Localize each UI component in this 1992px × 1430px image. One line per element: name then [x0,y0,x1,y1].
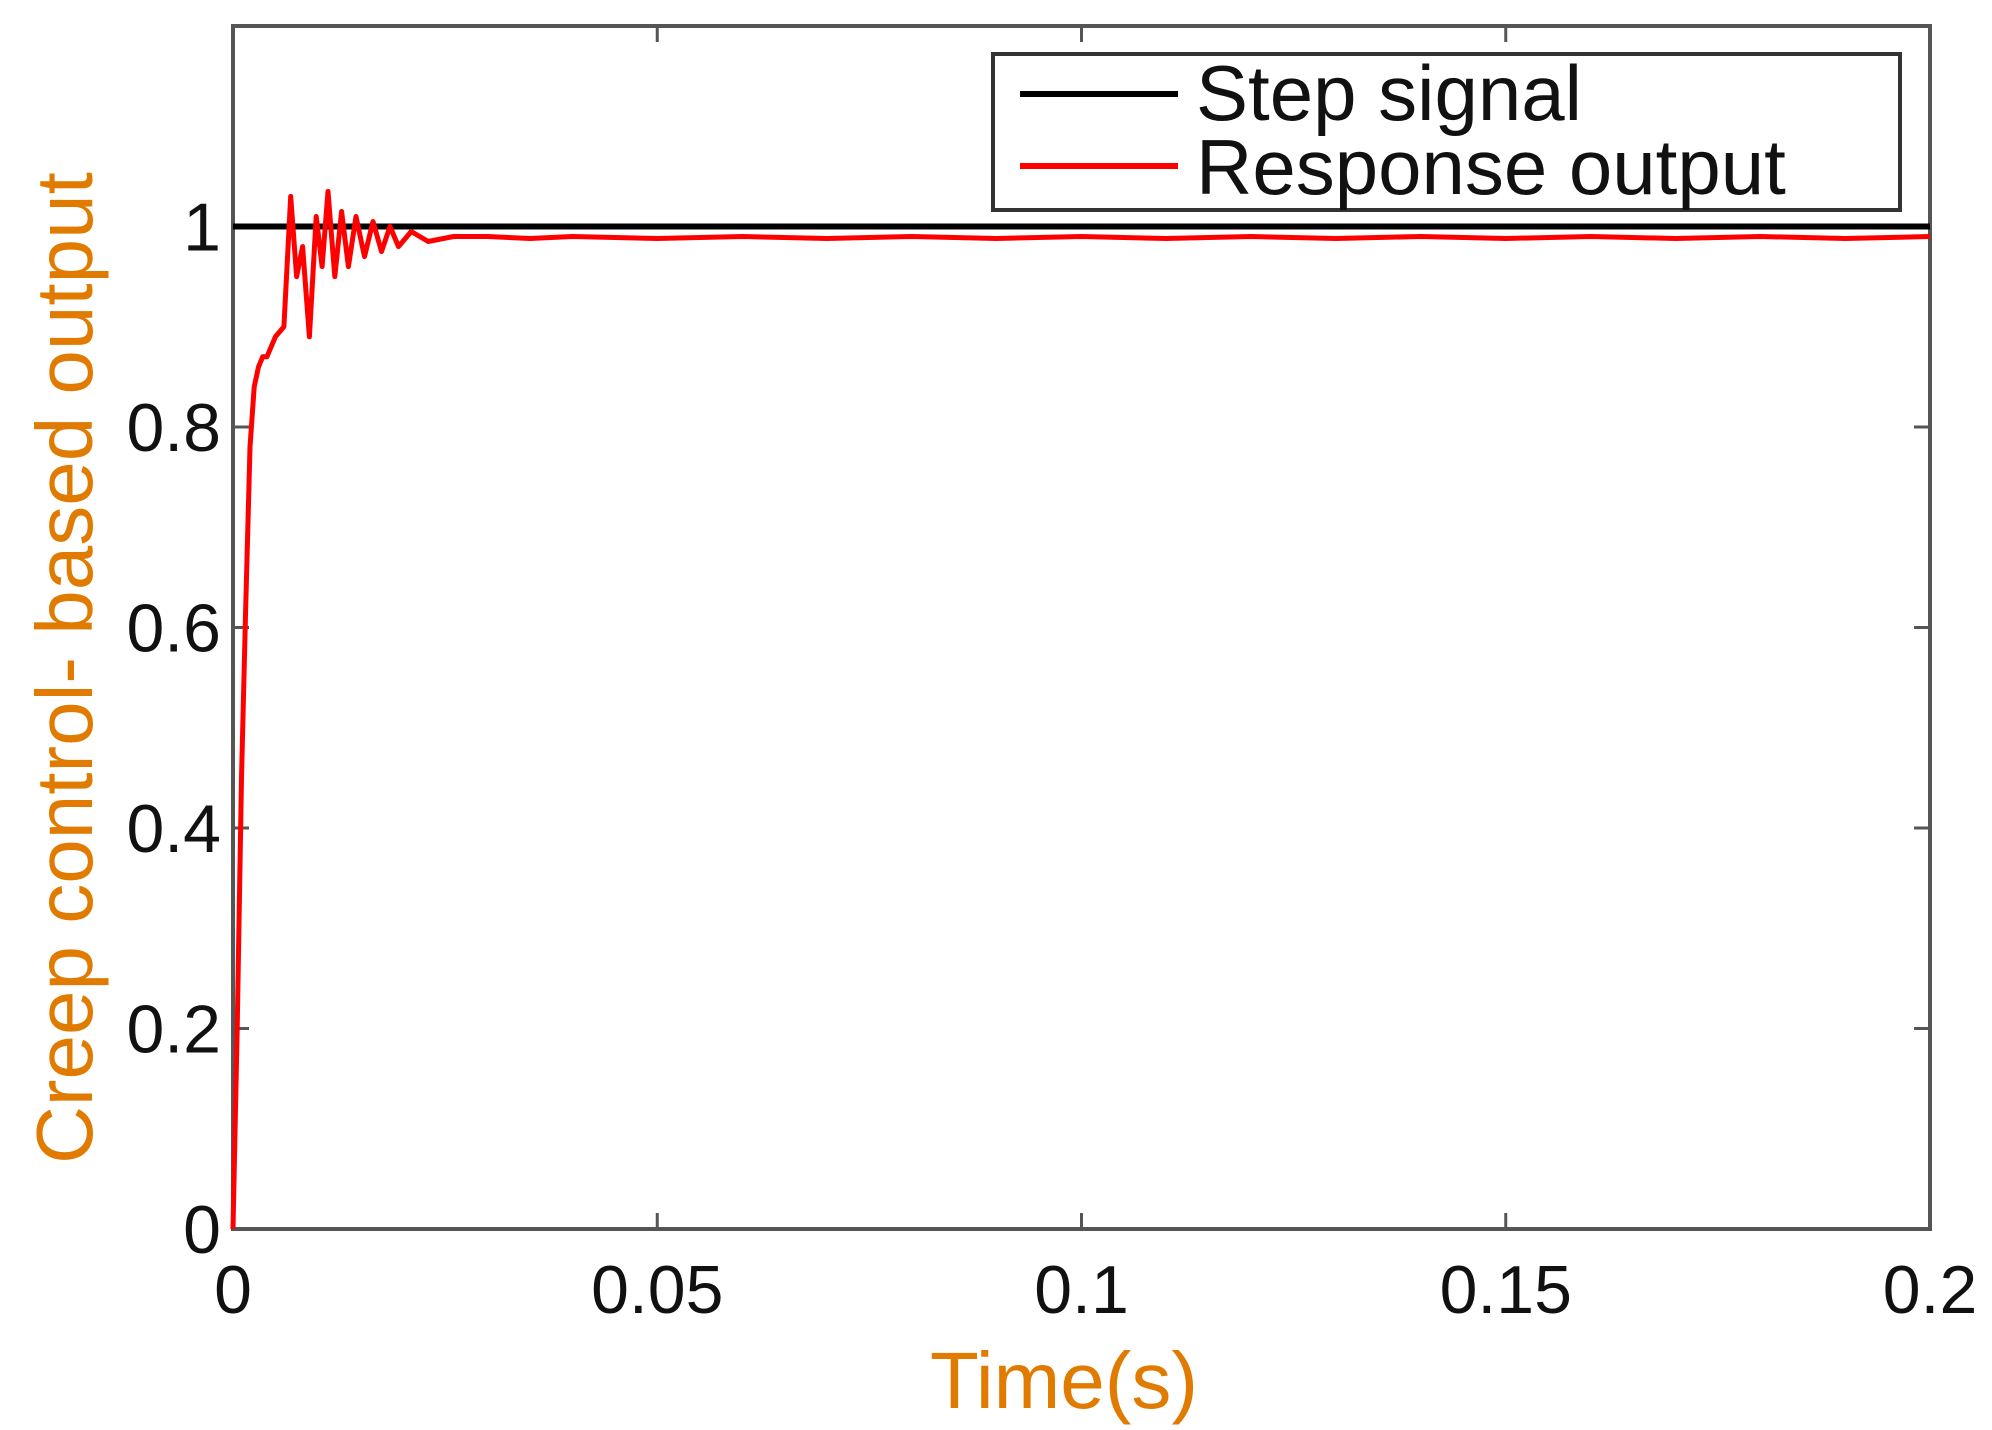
y-tick-label: 0.8 [126,390,221,466]
axis-tick-labels: 0 0.05 0.1 0.15 0.2 0 0.2 0.4 0.6 0.8 1 [126,190,1977,1329]
legend-label-step-signal: Step signal [1196,49,1582,137]
x-tick-label: 0.15 [1440,1252,1572,1328]
y-tick-label: 0.2 [126,992,221,1068]
y-tick-label: 1 [183,190,221,266]
x-tick-label: 0 [214,1252,252,1328]
x-tick-label: 0.05 [591,1252,723,1328]
x-tick-label: 0.1 [1034,1252,1129,1328]
legend: Step signal Response output [991,49,1902,212]
y-tick-label: 0.6 [126,591,221,667]
legend-label-response-output: Response output [1196,123,1786,211]
series-layer [230,188,1931,1230]
y-axis-label: Creep control- based output [20,172,109,1164]
y-tick-label: 0 [183,1192,221,1268]
x-axis-label: Time(s) [930,1336,1198,1425]
x-tick-label: 0.2 [1883,1252,1978,1328]
y-tick-label: 0.4 [126,791,221,867]
legend-box [991,52,1902,212]
series-line-response-output [230,188,1931,1230]
